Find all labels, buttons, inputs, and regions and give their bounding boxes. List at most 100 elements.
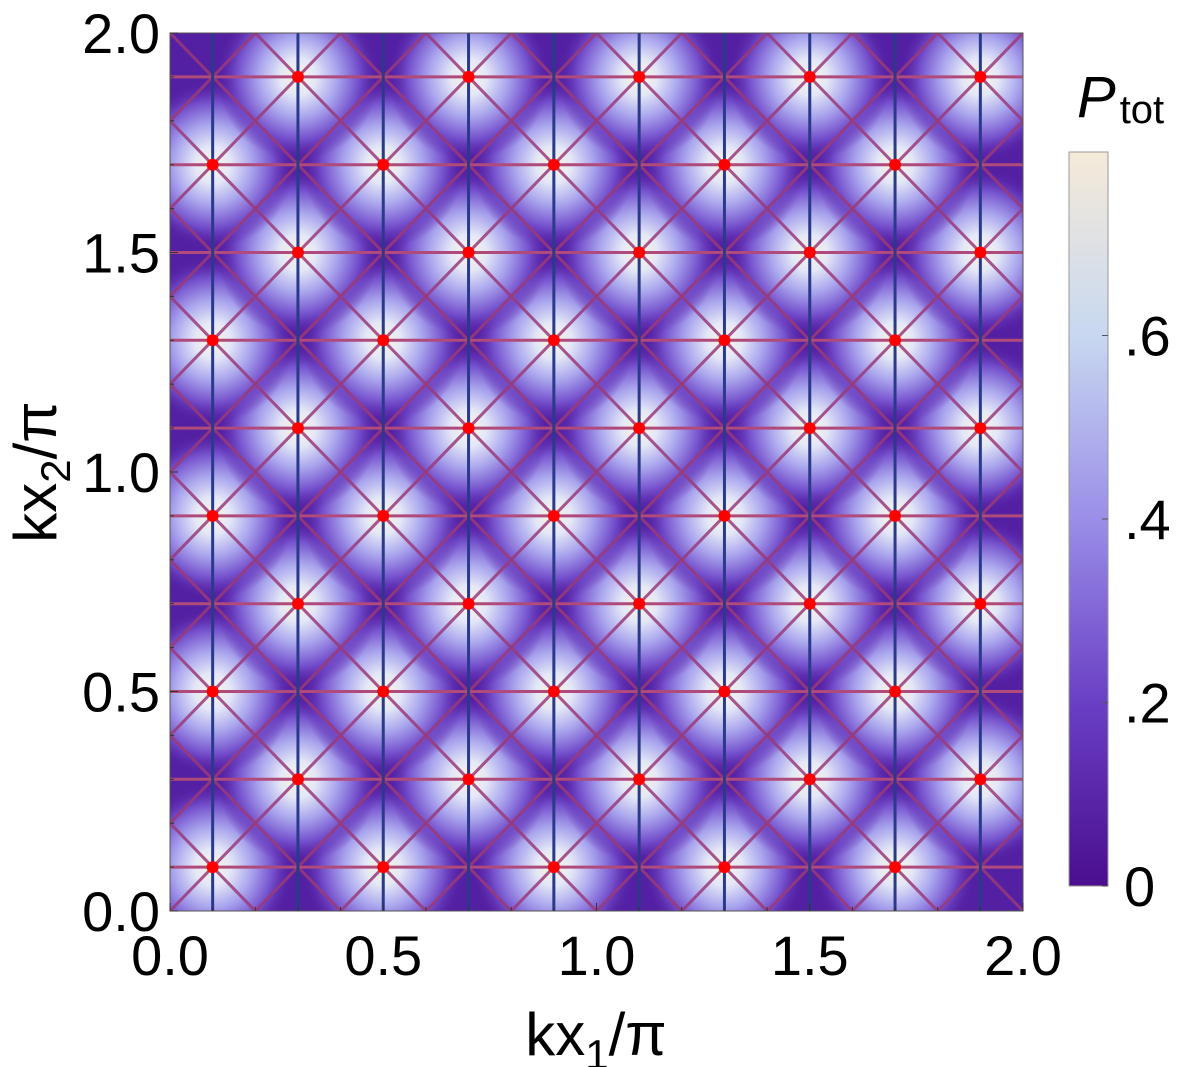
- marker-point-42: [547, 158, 560, 171]
- y-axis-label-sub: 2: [32, 459, 79, 482]
- x-axis-label: kx1/π: [525, 1001, 666, 1067]
- marker-point-17: [633, 597, 646, 610]
- x-axis-ticks: 0.0 0.5 1.0 1.5 2.0: [131, 903, 1062, 987]
- colorbar-title-sub: tot: [1120, 88, 1164, 132]
- colorbar-title-main: P: [1077, 65, 1116, 130]
- colorbar: [1068, 151, 1109, 887]
- horizontal-lines: [170, 75, 1023, 869]
- diagonal-line-down-14: [170, 733, 342, 911]
- marker-point-37: [633, 246, 646, 259]
- marker-point-41: [377, 158, 390, 171]
- diagonal-line-down-27: [595, 33, 1023, 475]
- marker-point-20: [206, 509, 219, 522]
- diagonal-line-down-28: [680, 33, 1023, 387]
- y-tick-label-2: 1.0: [82, 441, 160, 504]
- marker-point-25: [291, 422, 304, 435]
- marker-point-45: [291, 70, 304, 83]
- marker-point-40: [206, 158, 219, 171]
- diagonal-line-up-4: [170, 33, 342, 211]
- diagonal-line-down-17: [170, 469, 598, 911]
- marker-point-3: [718, 861, 731, 874]
- diagonal-line-down-24: [339, 33, 1023, 738]
- marker-point-15: [291, 597, 304, 610]
- y-axis-label-base: kx: [2, 483, 69, 543]
- marker-point-30: [206, 334, 219, 347]
- y-tick-label-4: 2.0: [82, 2, 160, 65]
- diagonal-line-up-19: [766, 645, 1023, 911]
- marker-point-47: [633, 70, 646, 83]
- marker-point-11: [377, 685, 390, 698]
- y-tick-label-1: 0.5: [82, 661, 160, 724]
- marker-point-28: [803, 422, 816, 435]
- marker-point-23: [718, 509, 731, 522]
- marker-point-35: [291, 246, 304, 259]
- y-tick-label-3: 1.5: [82, 222, 160, 285]
- marker-point-9: [974, 773, 987, 786]
- diagonal-line-down-22: [170, 33, 1023, 911]
- marker-point-33: [718, 334, 731, 347]
- diagonal-line-down-30: [851, 33, 1023, 211]
- diagonal-line-down-15: [170, 645, 427, 911]
- marker-point-0: [206, 861, 219, 874]
- marker-point-34: [889, 334, 902, 347]
- diagonal-line-up-18: [680, 557, 1023, 911]
- diagonal-line-down-26: [510, 33, 1023, 562]
- y-axis-label: kx2/π: [2, 401, 79, 542]
- y-tick-label-0: 0.0: [82, 880, 160, 943]
- marker-point-26: [462, 422, 475, 435]
- marker-point-24: [889, 509, 902, 522]
- marker-point-14: [889, 685, 902, 698]
- marker-point-6: [462, 773, 475, 786]
- marker-point-10: [206, 685, 219, 698]
- x-axis-label-sub: 1: [585, 1031, 608, 1067]
- marker-point-21: [377, 509, 390, 522]
- x-tick-label-2: 1.0: [558, 924, 636, 987]
- colorbar-tick-label-0: 0: [1124, 855, 1155, 918]
- y-axis-ticks: 0.0 0.5 1.0 1.5 2.0: [82, 2, 178, 943]
- marker-point-32: [547, 334, 560, 347]
- diagonal-line-up-5: [170, 33, 427, 299]
- marker-points: [206, 70, 987, 874]
- marker-point-22: [547, 509, 560, 522]
- x-tick-label-3: 1.5: [771, 924, 849, 987]
- marker-point-4: [889, 861, 902, 874]
- x-tick-label-0: 0.0: [131, 924, 209, 987]
- marker-point-16: [462, 597, 475, 610]
- diagonal-line-down-23: [254, 33, 1023, 826]
- marker-point-29: [974, 422, 987, 435]
- marker-point-38: [803, 246, 816, 259]
- marker-point-13: [718, 685, 731, 698]
- diagonal-line-up-20: [851, 733, 1023, 911]
- marker-point-8: [803, 773, 816, 786]
- diagonal-line-up-23: [1108, 33, 1181, 911]
- diagonal-line-up-7: [170, 33, 598, 475]
- marker-point-27: [633, 422, 646, 435]
- diagonal-line-down-29: [766, 33, 1023, 299]
- marker-point-19: [974, 597, 987, 610]
- diagonal-line-up-17: [595, 469, 1023, 911]
- diagonal-line-down-33: [1108, 33, 1181, 911]
- marker-point-12: [547, 685, 560, 698]
- marker-point-18: [803, 597, 816, 610]
- marker-point-2: [547, 861, 560, 874]
- marker-point-36: [462, 246, 475, 259]
- x-tick-label-1: 0.5: [344, 924, 422, 987]
- diagonal-line-down-19: [170, 294, 769, 911]
- diagonal-line-down-25: [424, 33, 1023, 650]
- marker-point-46: [462, 70, 475, 83]
- marker-point-5: [291, 773, 304, 786]
- x-axis-label-base: kx: [525, 1001, 585, 1067]
- marker-point-48: [803, 70, 816, 83]
- marker-point-44: [889, 158, 902, 171]
- diagonal-line-down-16: [170, 557, 513, 911]
- vertical-lines: [211, 33, 982, 911]
- x-tick-label-4: 2.0: [984, 924, 1062, 987]
- colorbar-tick-label-2: .4: [1124, 488, 1171, 551]
- marker-point-31: [377, 334, 390, 347]
- marker-point-7: [633, 773, 646, 786]
- colorbar-ticks: 0 .2 .4 .6: [1102, 305, 1171, 918]
- marker-point-49: [974, 70, 987, 83]
- diagonal-line-down-20: [170, 206, 854, 911]
- diagonal-line-down-21: [170, 118, 939, 911]
